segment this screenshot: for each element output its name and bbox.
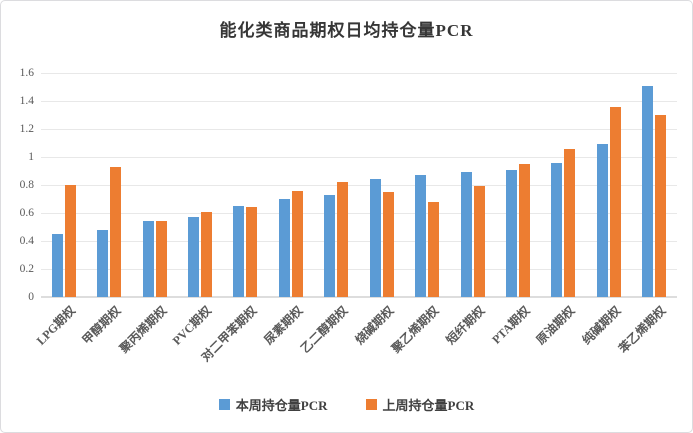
bar-last-week (337, 182, 349, 297)
bar-last-week (110, 167, 122, 297)
bar-this-week (324, 195, 336, 297)
gridline (41, 269, 677, 270)
legend-label: 上周持仓量PCR (382, 398, 475, 413)
chart-title: 能化类商品期权日均持仓量PCR (219, 21, 474, 40)
gridline (41, 241, 677, 242)
bar-last-week (64, 185, 76, 297)
legend-item: 本周持仓量PCR (218, 395, 328, 414)
bar-last-week (201, 212, 212, 297)
bar-last-week (473, 186, 485, 297)
bar-this-week (460, 172, 472, 297)
gridline (41, 185, 677, 186)
bar-this-week (551, 163, 563, 297)
x-tick-label: LPG期权 (33, 303, 79, 348)
bar-last-week (155, 221, 167, 297)
bar-this-week (97, 230, 109, 297)
legend-item: 上周持仓量PCR (365, 395, 475, 414)
bar-last-week (519, 164, 530, 297)
bar-last-week (428, 202, 440, 297)
bar-this-week (369, 179, 381, 297)
bar-this-week (415, 175, 427, 297)
x-tick-label: 乙二醇期权 (298, 303, 351, 356)
bar-this-week (278, 199, 290, 297)
gridline (41, 157, 677, 158)
y-tick-label: 0.2 (19, 263, 34, 275)
bar-this-week (596, 144, 608, 297)
bar-this-week (142, 221, 154, 297)
x-tick-label: 聚乙烯期权 (389, 303, 442, 356)
gridline (41, 101, 677, 102)
bar-last-week (382, 192, 394, 297)
y-tick-label: 0.6 (19, 207, 34, 219)
plot-area (41, 73, 677, 298)
bar-last-week (564, 149, 576, 297)
x-axis-line (41, 296, 677, 298)
bar-this-week (233, 206, 245, 297)
bar-this-week (188, 217, 199, 297)
bar-last-week (246, 207, 258, 297)
bar-last-week (609, 107, 621, 297)
x-tick-label: 聚丙烯期权 (116, 303, 169, 356)
y-tick-label: 1 (28, 151, 34, 163)
bar-last-week (291, 191, 303, 297)
y-tick-label: 0.8 (19, 179, 34, 191)
legend: 本周持仓量PCR 上周持仓量PCR (1, 395, 692, 414)
legend-swatch-icon (218, 399, 230, 410)
x-tick-label: 短纤期权 (443, 303, 487, 348)
y-tick-label: 1.2 (19, 123, 34, 135)
y-tick-label: 0.4 (19, 235, 34, 247)
bar-this-week (506, 170, 517, 297)
gridline (41, 129, 677, 130)
y-tick-label: 1.6 (19, 67, 34, 79)
x-tick-label: 原油期权 (533, 303, 578, 348)
bar-last-week (655, 115, 667, 297)
bar-this-week (642, 86, 654, 297)
x-tick-label: 苯乙烯期权 (616, 303, 669, 356)
y-tick-label: 1.4 (19, 95, 34, 107)
legend-label: 本周持仓量PCR (235, 398, 328, 413)
bar-this-week (51, 234, 63, 297)
gridline (41, 213, 677, 214)
legend-swatch-icon (365, 399, 377, 410)
y-tick-label: 0 (28, 291, 34, 303)
gridline (41, 73, 677, 74)
x-tick-label: PTA期权 (489, 303, 533, 347)
